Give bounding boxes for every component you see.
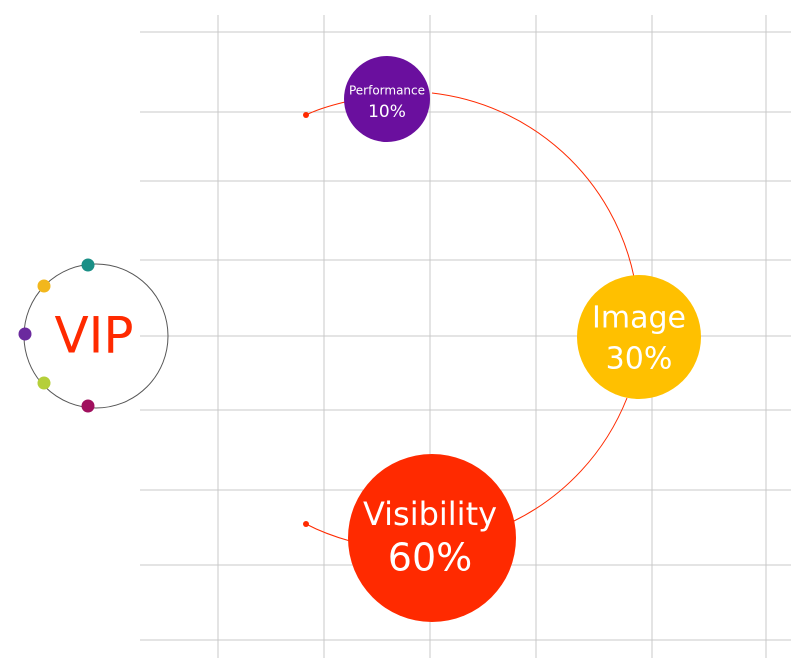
node-value: 10% bbox=[368, 102, 406, 122]
node-value: 60% bbox=[388, 536, 472, 580]
connectors bbox=[305, 92, 635, 542]
connector bbox=[511, 397, 628, 523]
node-label: Performance bbox=[349, 84, 425, 98]
connector bbox=[431, 92, 635, 278]
node-circle bbox=[344, 56, 430, 142]
connector-dot bbox=[303, 112, 309, 118]
node: Performance 10% bbox=[344, 56, 430, 142]
connector-dot bbox=[303, 521, 309, 527]
node-circle bbox=[348, 454, 516, 622]
node-label: Image bbox=[592, 301, 686, 336]
logo-dot bbox=[18, 327, 32, 341]
logo-dot bbox=[81, 258, 95, 272]
logo-text: VIP bbox=[54, 307, 133, 365]
node: Image 30% bbox=[577, 275, 701, 399]
logo: VIP bbox=[18, 258, 169, 413]
node: Visibility 60% bbox=[348, 454, 516, 622]
connector bbox=[305, 101, 346, 116]
connector bbox=[305, 523, 351, 542]
logo-dot bbox=[81, 399, 95, 413]
node-value: 30% bbox=[606, 342, 673, 377]
logo-dot bbox=[37, 376, 51, 390]
node-circle bbox=[577, 275, 701, 399]
node-label: Visibility bbox=[363, 495, 497, 533]
logo-dot bbox=[37, 279, 51, 293]
